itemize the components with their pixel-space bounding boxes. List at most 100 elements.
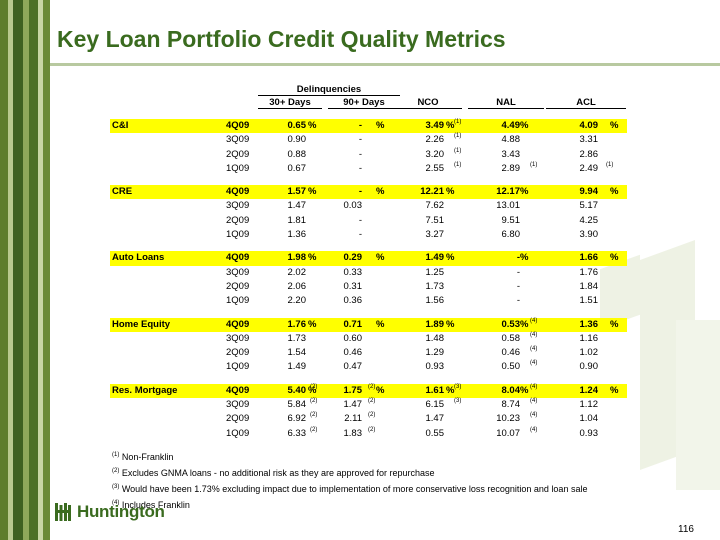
- pct-d30p: %: [308, 318, 317, 330]
- note-naln: (4): [530, 331, 538, 338]
- footnote-text: Excludes GNMA loans - no additional risk…: [119, 468, 435, 478]
- cell-nco: 2.26: [425, 134, 445, 146]
- note-acln: (1): [606, 161, 614, 168]
- cell-d30: 1.36: [287, 229, 307, 241]
- section-spacer: [110, 375, 627, 384]
- row-category: Res. Mortgage: [112, 384, 178, 396]
- cell-nco: 3.20: [425, 148, 445, 160]
- cell-nco: 1.29: [425, 347, 445, 359]
- row-category: CRE: [112, 186, 133, 198]
- footnotes: (1) Non-Franklin (2) Excludes GNMA loans …: [112, 448, 587, 512]
- pct-nalp: %: [520, 318, 529, 330]
- footnote: (4) Includes Franklin: [112, 496, 587, 512]
- cell-nco: 7.62: [425, 200, 445, 212]
- pct-nalp: %: [520, 186, 529, 198]
- pct-aclp: %: [610, 186, 619, 198]
- cell-nco: 1.56: [425, 295, 445, 307]
- cell-nco: 1.61: [425, 384, 445, 396]
- table-body: C&I 4Q09 0.65% -% 3.49 (1)% 4.49% 4.09% 3Q09 0.90…: [110, 119, 627, 441]
- pct-aclp: %: [610, 384, 619, 396]
- cell-nal: 0.53: [501, 318, 521, 330]
- cell-d30: 0.90: [287, 134, 307, 146]
- cell-d30: 1.81: [287, 214, 307, 226]
- row-category: Auto Loans: [112, 252, 165, 264]
- cell-d90: 2.11: [344, 413, 362, 425]
- footnote-text: Includes Franklin: [119, 500, 190, 510]
- pct-ncop: %: [446, 384, 455, 396]
- cell-nco: 3.27: [425, 229, 445, 241]
- cell-d90: 0.31: [343, 280, 363, 292]
- cell-nco: 1.25: [425, 266, 445, 278]
- table-row: 1Q09 1.36 - 3.27 6.80 3.90: [110, 228, 627, 242]
- cell-nco: 1.89: [425, 318, 445, 330]
- pct-d90p: %: [376, 120, 385, 131]
- pct-aclp: %: [610, 120, 619, 131]
- note-d30n: (2): [310, 412, 318, 419]
- table-row: 2Q09 6.92 (2) 2.11 (2) 1.47 10.23 (4) 1.04: [110, 412, 627, 426]
- row-quarter: 2Q09: [226, 280, 250, 292]
- pct-ncop: %: [446, 252, 455, 264]
- pct-nalp: %: [520, 384, 529, 396]
- pct-ncop: %: [446, 186, 455, 198]
- cell-acl: 4.09: [579, 120, 599, 131]
- pct-ncop: %: [446, 120, 455, 131]
- note-naln: (4): [530, 383, 538, 390]
- note-naln: (4): [530, 426, 538, 433]
- footnote-mark: (2): [112, 468, 120, 474]
- row-quarter: 3Q09: [226, 266, 250, 278]
- decorative-shape: [676, 320, 720, 490]
- cell-acl: 5.17: [579, 200, 599, 212]
- cell-d90: 1.83: [343, 427, 363, 439]
- cell-d90: -: [358, 186, 362, 198]
- credit-metrics-table: Delinquencies 30+ Days 90+ Days NCO NAL …: [110, 84, 627, 441]
- row-quarter: 4Q09: [226, 186, 250, 198]
- cell-nco: 1.73: [425, 280, 445, 292]
- cell-d90: 0.33: [343, 266, 363, 278]
- table-row: C&I 4Q09 0.65% -% 3.49 (1)% 4.49% 4.09%: [110, 119, 627, 134]
- header-nco: NCO: [394, 97, 462, 109]
- cell-d90: -: [358, 162, 362, 174]
- cell-d90: 1.47: [343, 399, 363, 411]
- side-stripes: [0, 0, 50, 540]
- cell-nco: 12.21: [420, 186, 444, 198]
- cell-nco: 0.55: [425, 427, 445, 439]
- cell-d30: 1.57: [287, 186, 307, 198]
- cell-nal: 10.07: [496, 427, 520, 439]
- note-ncon: (3): [454, 398, 462, 405]
- row-quarter: 2Q09: [226, 214, 250, 226]
- note-d30n: (2): [310, 383, 318, 390]
- cell-d90: -: [358, 134, 362, 146]
- section-spacer: [110, 176, 627, 185]
- note-ncon: (3): [454, 383, 462, 390]
- row-quarter: 4Q09: [226, 318, 250, 330]
- cell-acl: 9.94: [579, 186, 599, 198]
- title-rule: [50, 63, 720, 66]
- cell-d90: 0.47: [343, 361, 363, 373]
- header-delinquencies: Delinquencies: [258, 84, 400, 96]
- note-naln: (1): [530, 161, 538, 168]
- header-nal: NAL: [468, 97, 544, 109]
- cell-nal: 2.89: [501, 162, 521, 174]
- cell-acl: 0.93: [579, 427, 599, 439]
- cell-nal: 8.74: [501, 399, 521, 411]
- cell-acl: 1.24: [579, 384, 599, 396]
- row-quarter: 1Q09: [226, 295, 250, 307]
- cell-d30: 1.98: [287, 252, 307, 264]
- note-naln: (4): [530, 398, 538, 405]
- cell-nal: 13.01: [496, 200, 520, 212]
- note-d30n: (2): [310, 398, 318, 405]
- pct-d90p: %: [376, 384, 385, 396]
- pct-d30p: %: [308, 120, 317, 131]
- pct-nalp: %: [520, 252, 529, 264]
- cell-nco: 1.48: [425, 332, 445, 344]
- pct-nalp: %: [520, 120, 529, 131]
- cell-d30: 0.65: [287, 120, 307, 131]
- cell-d30: 1.47: [287, 200, 307, 212]
- table-row: 2Q09 1.54 0.46 1.29 0.46 (4) 1.02: [110, 346, 627, 360]
- note-ncon: (1): [454, 161, 462, 168]
- note-d90n: (2): [368, 383, 376, 390]
- cell-d30: 1.49: [287, 361, 307, 373]
- pct-d30p: %: [308, 252, 317, 264]
- cell-acl: 2.49: [579, 162, 599, 174]
- cell-d30: 1.54: [287, 347, 307, 359]
